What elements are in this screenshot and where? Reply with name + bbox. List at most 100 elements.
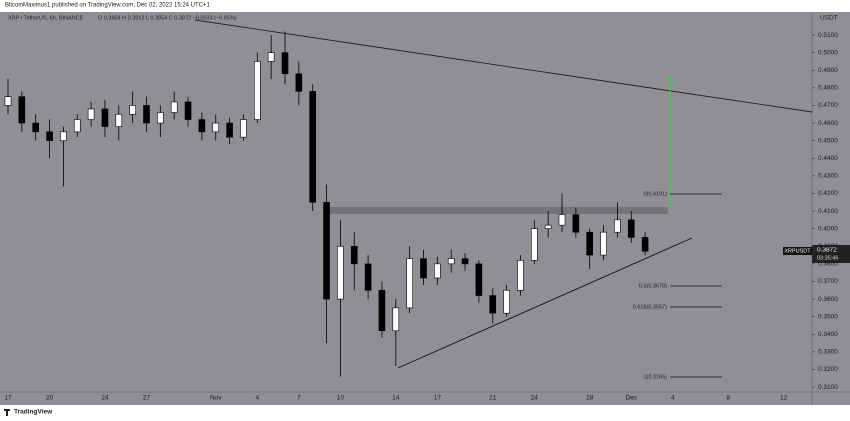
candle-body — [115, 113, 123, 127]
descending-trendline — [194, 19, 813, 113]
candle-body — [530, 228, 538, 261]
fib-label: 0.5(0.3678) — [639, 283, 667, 289]
candle-body — [489, 295, 497, 314]
y-tick-label: 0.3100 — [818, 384, 838, 391]
x-tick-label: 21 — [489, 395, 497, 402]
candle-body — [614, 219, 621, 233]
ascending-trendline — [397, 237, 693, 369]
y-tick-label: 0.3700 — [818, 278, 838, 285]
price-tag-box — [812, 245, 850, 263]
candle-body — [475, 263, 483, 296]
candle-body — [572, 214, 580, 233]
candle-body — [212, 122, 220, 133]
candle-body — [350, 245, 358, 265]
candle-body — [447, 258, 455, 265]
x-tick-label: 10 — [337, 395, 345, 402]
candle-body — [309, 91, 317, 203]
price-tag-symbol: XRPUSDT — [784, 249, 811, 255]
price-tag-symbol-box — [783, 247, 812, 255]
candle-body — [558, 214, 566, 226]
candle-body — [73, 119, 81, 133]
candle-body — [461, 258, 469, 265]
x-tick-label: 4 — [255, 395, 259, 402]
ohlc: O 0.3904 H 0.3913 L 0.3854 C 0.3872 −0.0… — [98, 15, 237, 21]
candle-body — [641, 237, 649, 252]
x-tick-label: 17 — [434, 395, 442, 402]
y-tick-label: 0.3500 — [818, 313, 838, 320]
candle-body — [254, 61, 261, 120]
x-tick-label: 27 — [143, 395, 151, 402]
candle-body — [184, 101, 192, 120]
candle-body — [267, 52, 275, 62]
candle-body — [281, 52, 289, 75]
x-tick-label: 14 — [392, 395, 400, 402]
candle-body — [170, 101, 178, 113]
brand-logo — [4, 409, 10, 416]
x-tick-label: 7 — [297, 395, 301, 402]
price-tag-countdown: 03:35:46 — [817, 255, 838, 261]
candle-body — [406, 258, 413, 309]
candle-body — [392, 307, 400, 332]
candle-body — [323, 201, 330, 300]
axis-unit: USDT — [820, 15, 838, 22]
candle-body — [337, 245, 344, 300]
candle-body — [434, 263, 441, 279]
symbol: XRP / TetherUS, 6h, BINANCE — [8, 15, 84, 21]
candle-body — [18, 96, 26, 124]
candle-body — [600, 231, 607, 256]
x-tick-label: 4 — [671, 395, 675, 402]
candle-body — [226, 122, 233, 138]
x-tick-label: 8 — [726, 395, 730, 402]
y-tick-label: 0.4800 — [818, 85, 838, 92]
candle-body — [46, 131, 53, 141]
y-tick-label: 0.4200 — [818, 190, 838, 197]
y-tick-label: 0.3900 — [818, 243, 838, 250]
y-tick-label: 0.4400 — [818, 155, 838, 162]
y-tick-label: 0.3800 — [818, 261, 838, 268]
y-tick-label: 0.3200 — [818, 366, 838, 373]
candle-body — [157, 112, 164, 124]
candle-body — [503, 289, 510, 314]
x-tick-label: 28 — [586, 395, 594, 402]
x-tick-label: Dec — [625, 395, 637, 402]
candle-body — [378, 289, 386, 332]
y-tick-label: 0.5100 — [818, 32, 838, 39]
x-tick-label: 20 — [46, 395, 54, 402]
candle-body — [101, 108, 109, 127]
y-tick-label: 0.4600 — [818, 120, 838, 127]
y-tick-label: 0.3600 — [818, 296, 838, 303]
candle-body — [517, 260, 524, 291]
x-tick-label: 24 — [101, 395, 109, 402]
candle-body — [87, 108, 95, 120]
candle-body — [198, 119, 206, 133]
y-tick-label: 0.4100 — [818, 208, 838, 215]
candle-body — [420, 258, 427, 279]
y-tick-label: 0.4300 — [818, 173, 838, 180]
y-tick-label: 0.4900 — [818, 67, 838, 74]
candle-body — [129, 105, 136, 115]
y-tick-label: 0.4000 — [818, 225, 838, 232]
candle-body — [544, 224, 552, 229]
candle-body — [240, 119, 247, 138]
resistance-zone — [330, 207, 668, 214]
candle-body — [143, 105, 150, 124]
y-tick-label: 0.4500 — [818, 137, 838, 144]
candle-body — [4, 96, 12, 106]
footer-brand: TradingView — [14, 409, 53, 416]
candle-body — [295, 73, 303, 92]
fib-label: 0.618(0.3557) — [633, 304, 667, 310]
candle-body — [627, 219, 635, 238]
publisher: BitcoinMaximus1 published on TradingView… — [5, 3, 211, 9]
y-tick-label: 0.3300 — [818, 349, 838, 356]
candle-body — [586, 231, 594, 256]
x-tick-label: 24 — [531, 395, 539, 402]
x-tick-label: 12 — [780, 395, 788, 402]
fib-label: 1(0.3165) — [643, 374, 667, 380]
y-tick-label: 0.5000 — [818, 49, 838, 56]
x-tick-label: 17 — [4, 395, 12, 402]
y-tick-label: 0.3400 — [818, 331, 838, 338]
candle-body — [364, 263, 372, 291]
target-arrow-head — [666, 74, 674, 83]
x-tick-label: Nov — [210, 395, 222, 402]
